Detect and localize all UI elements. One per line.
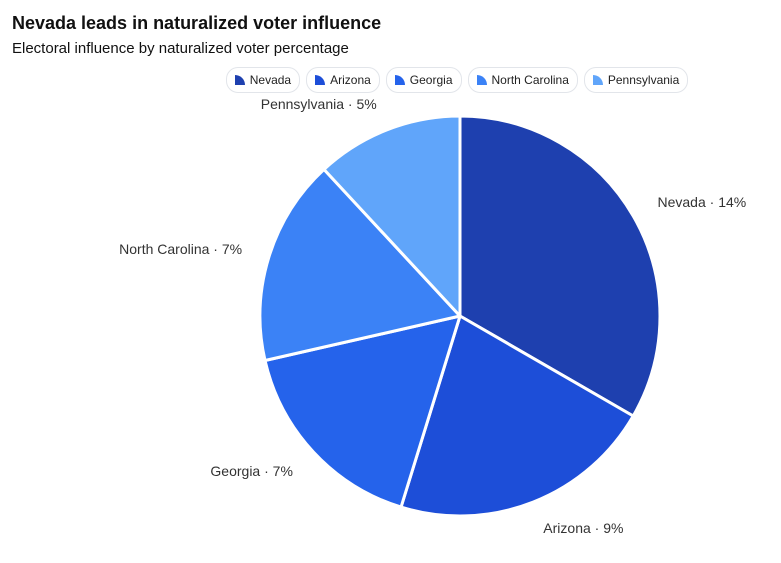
legend-swatch-icon [315, 75, 326, 85]
pie-slice-georgia[interactable] [263, 314, 462, 509]
legend-label: Arizona [330, 73, 371, 87]
pie-slice-arizona[interactable] [399, 314, 635, 518]
slice-label-pennsylvania: Pennsylvania · 5% [261, 96, 377, 112]
legend-swatch-icon [592, 75, 603, 85]
legend-swatch-icon [394, 75, 405, 85]
legend-item-north-carolina[interactable]: North Carolina [467, 67, 578, 93]
legend-item-georgia[interactable]: Georgia [385, 67, 462, 93]
slice-label-north-carolina: North Carolina · 7% [119, 241, 242, 257]
slice-label-arizona: Arizona · 9% [543, 520, 623, 536]
pie-slices [258, 114, 662, 518]
pie-labels: Nevada · 14% Arizona · 9% Georgia · 7% Nort… [119, 96, 746, 536]
legend-item-pennsylvania[interactable]: Pennsylvania [583, 67, 689, 93]
legend-swatch-icon [476, 75, 487, 85]
legend-item-nevada[interactable]: Nevada [225, 67, 301, 93]
pie-slice-nevada[interactable] [458, 114, 662, 418]
legend-item-arizona[interactable]: Arizona [306, 67, 380, 93]
legend-label: Georgia [409, 73, 453, 87]
slice-label-georgia: Georgia · 7% [210, 463, 292, 479]
pie-slice-pennsylvania[interactable] [322, 114, 462, 318]
chart-title: Nevada leads in naturalized voter influe… [12, 13, 382, 33]
legend-label: Nevada [249, 73, 292, 87]
legend-label: Pennsylvania [607, 73, 680, 87]
pie-slice-north-carolina[interactable] [258, 167, 462, 362]
slice-label-nevada: Nevada · 14% [658, 194, 747, 210]
legend-label: North Carolina [491, 73, 569, 87]
chart-subtitle: Electoral influence by naturalized voter… [12, 40, 349, 57]
legend-swatch-icon [234, 75, 245, 85]
legend: Nevada Arizona Georgia North Carolina Pennsy… [0, 67, 781, 93]
